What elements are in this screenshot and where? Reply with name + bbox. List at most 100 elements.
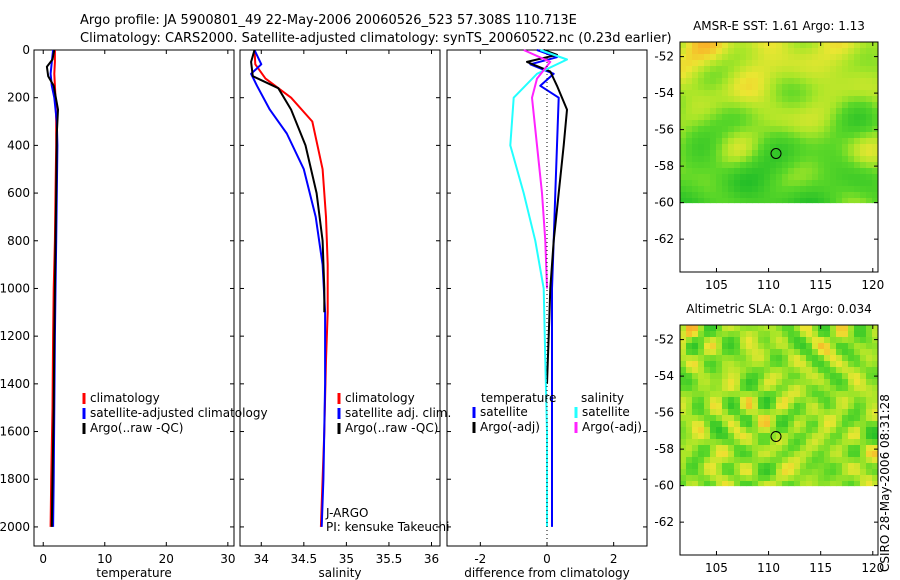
sst_map-heatmap-cell [680, 180, 687, 187]
sst_map-heatmap-cell [812, 138, 819, 145]
sla_map-heatmap-cell [698, 445, 705, 452]
sla_map-heatmap-cell [758, 331, 765, 338]
sla_map-heatmap-cell [848, 427, 855, 434]
sst_map-heatmap-cell [860, 150, 867, 157]
sst_map-heatmap-cell [848, 138, 855, 145]
sla_map-heatmap-cell [812, 367, 819, 374]
sla_map-heatmap-cell [830, 325, 837, 332]
sst_map-heatmap-cell [824, 186, 831, 193]
sst_map-heatmap-cell [692, 174, 699, 181]
sst_map-heatmap-cell [848, 54, 855, 61]
sla_map-heatmap-cell [812, 355, 819, 362]
sst_map-heatmap-cell [758, 144, 765, 151]
sst_map-heatmap-cell [800, 192, 807, 199]
sla_map-heatmap-cell [830, 337, 837, 344]
sla_map-heatmap-cell [728, 433, 735, 440]
sst_map-heatmap-cell [818, 96, 825, 103]
sst_map-heatmap-cell [812, 132, 819, 139]
sla_map-heatmap-cell [710, 361, 717, 368]
sst_map-heatmap-cell [824, 66, 831, 73]
sla_map-heatmap-cell [788, 451, 795, 458]
sla_map-heatmap-cell [758, 397, 765, 404]
sla_map-heatmap-cell [818, 379, 825, 386]
sst_map-heatmap-cell [728, 198, 735, 204]
sla_map-heatmap-cell [824, 403, 831, 410]
sla_map-heatmap-cell [770, 421, 777, 428]
sst_map-heatmap-cell [824, 150, 831, 157]
sst_map-heatmap-cell [734, 168, 741, 175]
sla_map-heatmap-cell [782, 433, 789, 440]
sst_map-heatmap-cell [716, 186, 723, 193]
sst_map-heatmap-cell [818, 192, 825, 199]
sla_map-heatmap-cell [752, 373, 759, 380]
sst_map-heatmap-cell [746, 150, 753, 157]
sst_map-heatmap-cell [776, 132, 783, 139]
sst_map-heatmap-cell [716, 198, 723, 204]
sla_map-heatmap-cell [836, 379, 843, 386]
sst_map-heatmap-cell [734, 150, 741, 157]
sst_map-heatmap-cell [698, 156, 705, 163]
sst_map-heatmap-cell [830, 150, 837, 157]
sst_map-heatmap-cell [776, 114, 783, 121]
sst_map-heatmap-cell [746, 126, 753, 133]
sla_map-heatmap-cell [716, 379, 723, 386]
sla_map-heatmap-cell [734, 421, 741, 428]
sst_map-heatmap-cell [758, 108, 765, 115]
sla_map-heatmap-cell [722, 391, 729, 398]
sst_map-heatmap-cell [728, 150, 735, 157]
sla_map-heatmap-cell [830, 331, 837, 338]
sla_map-heatmap-cell [830, 397, 837, 404]
sst_map-heatmap-cell [788, 48, 795, 55]
sla_map-heatmap-cell [866, 379, 873, 386]
sst_map-heatmap-cell [812, 198, 819, 204]
sst_map-heatmap-cell [818, 108, 825, 115]
sst_map-heatmap-cell [800, 48, 807, 55]
sla_map-heatmap-cell [818, 397, 825, 404]
sst_map-heatmap-cell [692, 48, 699, 55]
sst_map-heatmap-cell [812, 174, 819, 181]
sst_map-heatmap-cell [692, 66, 699, 73]
sla_map-heatmap-cell [764, 403, 771, 410]
sla_map-heatmap-cell [794, 475, 801, 482]
sla_map-heatmap-cell [848, 361, 855, 368]
sst_map-heatmap-cell [782, 78, 789, 85]
sst_map-heatmap-cell [698, 126, 705, 133]
sst_map-heatmap-cell [854, 42, 861, 49]
sla_map-heatmap-cell [752, 481, 759, 487]
sla_map-heatmap-cell [716, 403, 723, 410]
sla_map-heatmap-cell [830, 415, 837, 422]
sst_map-heatmap-cell [746, 48, 753, 55]
sst_map-heatmap-cell [836, 156, 843, 163]
sla_map-heatmap-cell [788, 385, 795, 392]
sla_map-heatmap-cell [818, 385, 825, 392]
sst_map-heatmap-cell [746, 192, 753, 199]
sst_map-ytick-label: -56 [654, 123, 674, 137]
sla_map-heatmap-cell [734, 361, 741, 368]
sst_map-heatmap-cell [728, 174, 735, 181]
sla_map-heatmap-cell [752, 385, 759, 392]
sla_map-heatmap-cell [788, 457, 795, 464]
sla_map-heatmap-cell [692, 457, 699, 464]
sla_map-heatmap-cell [866, 427, 873, 434]
sst_map-heatmap-cell [824, 60, 831, 67]
sla_map-heatmap-cell [788, 403, 795, 410]
sla_map-heatmap-cell [746, 475, 753, 482]
sla_map-heatmap-cell [680, 355, 687, 362]
sla_map-heatmap-cell [794, 427, 801, 434]
sla_map-heatmap-cell [818, 367, 825, 374]
sla_map-heatmap-cell [860, 349, 867, 356]
sst_map-heatmap-cell [818, 180, 825, 187]
sst_map-heatmap-cell [854, 102, 861, 109]
sla_map-heatmap-cell [830, 349, 837, 356]
sst_map-heatmap-cell [710, 150, 717, 157]
sst_map-heatmap-cell [734, 90, 741, 97]
sst_map-heatmap-cell [692, 162, 699, 169]
sst_map-heatmap-cell [806, 90, 813, 97]
sst_map-heatmap-cell [866, 42, 873, 49]
sst_map-heatmap-cell [746, 174, 753, 181]
sla_map-heatmap-cell [872, 475, 879, 482]
sst_map-heatmap-cell [728, 156, 735, 163]
sst_map-heatmap-cell [866, 114, 873, 121]
sst_map-heatmap-cell [776, 72, 783, 79]
sla_map-heatmap-cell [860, 421, 867, 428]
